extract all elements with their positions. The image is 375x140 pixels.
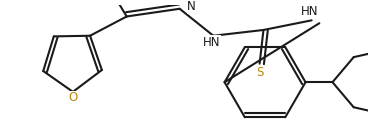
Text: S: S	[256, 66, 263, 79]
Text: HN: HN	[301, 5, 318, 18]
Text: N: N	[188, 0, 196, 13]
Text: HN: HN	[203, 36, 220, 49]
Text: O: O	[68, 91, 78, 104]
